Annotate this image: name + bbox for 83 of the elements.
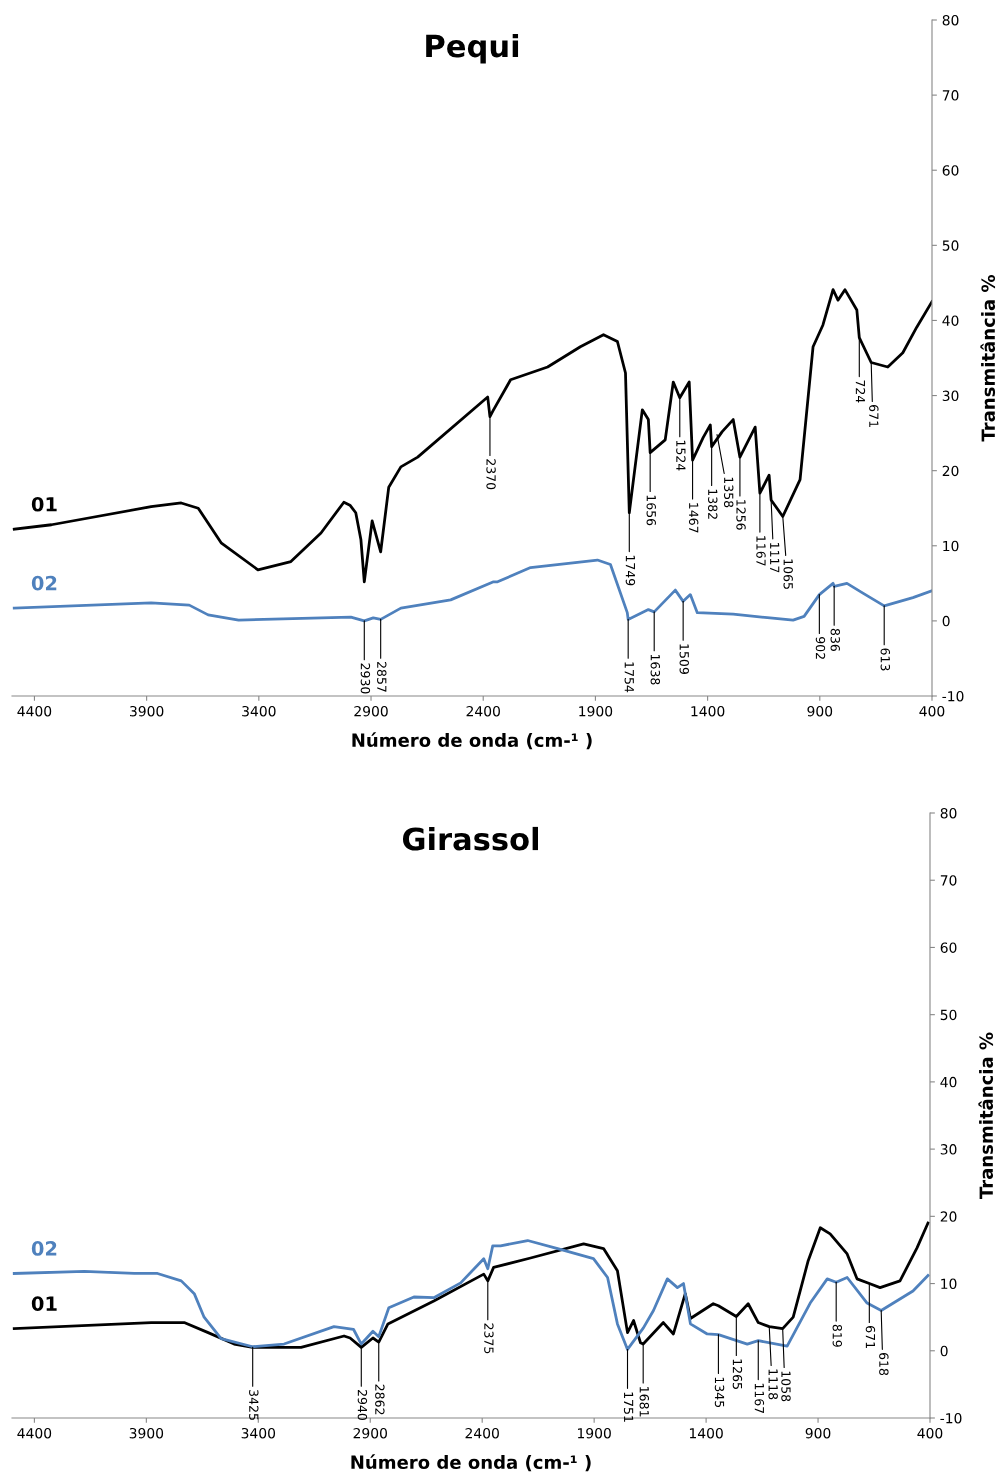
annotation: 2375 [484,1323,494,1354]
x-tick-label: 1400 [689,1427,723,1439]
x-tick-label: 3900 [129,1427,164,1439]
annotation: 3425 [249,1390,259,1420]
y-tick-label: 80 [942,14,959,26]
annotation: 1358 [723,477,734,508]
x-tick-label: 900 [807,705,833,717]
annotation: 724 [855,380,866,403]
x-tick-label: 1900 [578,1427,611,1439]
x-tick-label: 4400 [17,1427,52,1439]
annotation: 1509 [679,644,689,674]
series-label: 02 [31,575,57,591]
y-tick-label: -10 [940,1412,962,1424]
y-axis-title: Transmitância % [978,1032,994,1199]
annotation: 1754 [624,662,634,693]
y-tick-label: 20 [940,1211,957,1222]
annotation: 1467 [688,503,699,533]
annotation: 1256 [736,500,746,530]
y-tick-label: 60 [942,165,959,176]
annotation: 1167 [756,536,766,566]
annotation: 2940 [357,1390,368,1421]
annotation: 1167 [754,1383,765,1414]
x-tick-label: 2400 [466,705,500,717]
annotation: 1382 [708,489,718,519]
annotation: 1118 [768,1369,778,1400]
y-tick-label: 30 [940,1144,957,1155]
annotation: 1117 [770,543,780,573]
annotation: 2930 [360,663,371,694]
annotation: 2370 [486,459,496,490]
y-tick-label: 10 [941,1278,957,1290]
annotation: 2862 [375,1384,385,1415]
x-tick-label: 2900 [354,705,388,717]
y-tick-label: 60 [940,942,957,953]
x-tick-label: 900 [805,1427,831,1439]
chart-title: Pequi [426,33,519,64]
annotation: 1345 [714,1377,725,1408]
annotation: 671 [869,405,879,427]
x-tick-label: 4400 [17,705,52,717]
x-axis-title: Número de onda (cm-¹ ) [351,1454,591,1472]
annotation: 1265 [732,1359,743,1389]
series-label: 01 [31,1296,57,1311]
annotation: 836 [830,628,840,652]
x-tick-label: 3900 [130,705,164,717]
x-tick-label: 3400 [241,1427,276,1439]
annotation: 671 [865,1326,876,1348]
x-axis-title: Número de onda (cm-¹ ) [352,732,592,750]
series-label: 01 [31,496,57,512]
x-tick-label: 1900 [579,705,613,717]
y-tick-label: 70 [940,875,957,886]
y-tick-label: -10 [942,690,964,702]
annotation: 2857 [377,661,387,692]
y-tick-label: 0 [942,615,950,627]
x-tick-label: 400 [917,1427,943,1439]
annotation: 1638 [650,654,661,685]
annotation: 1065 [783,559,793,589]
x-tick-label: 2900 [353,1427,387,1439]
y-tick-label: 20 [942,465,959,477]
x-tick-label: 1400 [691,705,725,717]
series-label: 02 [31,1241,57,1256]
y-tick-label: 10 [943,540,959,552]
y-tick-label: 50 [940,1009,957,1021]
annotation: 819 [832,1324,843,1347]
annotation: 613 [880,648,891,671]
annotation: 1656 [646,495,656,526]
y-tick-label: 40 [942,315,959,326]
y-tick-label: 80 [940,807,957,819]
annotation: 1751 [623,1392,634,1422]
y-axis-title: Transmitância % [980,275,996,442]
annotation: 1749 [625,555,636,586]
y-tick-label: 70 [942,90,959,101]
annotation: 1058 [781,1371,791,1402]
x-tick-label: 2400 [465,1427,499,1439]
y-tick-label: 50 [942,240,959,251]
y-tick-label: 0 [940,1345,948,1357]
annotation: 902 [815,637,826,659]
chart-title: Girassol [402,826,538,851]
annotation: 1681 [639,1387,650,1417]
x-tick-label: 3400 [242,705,276,717]
y-tick-label: 30 [942,390,959,402]
annotation: 1524 [676,440,686,471]
annotation: 618 [879,1352,889,1376]
x-tick-label: 400 [919,705,945,717]
y-tick-label: 40 [940,1076,957,1088]
